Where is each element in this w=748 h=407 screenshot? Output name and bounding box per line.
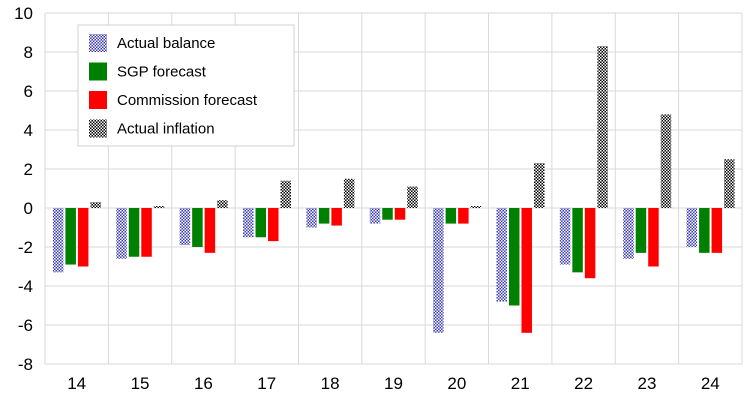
bar-sgp-forecast-20 [445, 208, 457, 224]
y-tick-label: 4 [24, 121, 33, 140]
bar-sgp-forecast-21 [508, 208, 520, 306]
bar-commission-forecast-17 [268, 208, 279, 242]
bar-actual-balance-17 [243, 208, 254, 238]
bar-actual-inflation-14 [90, 202, 101, 208]
bar-commission-forecast-15 [141, 208, 152, 257]
bar-actual-inflation-16 [217, 200, 228, 208]
bars [52, 46, 735, 333]
bar-actual-balance-16 [179, 208, 191, 246]
bar-sgp-forecast-17 [255, 208, 267, 238]
x-tick-label: 24 [701, 374, 720, 393]
y-tick-label: 10 [14, 4, 33, 23]
y-tick-label: 8 [24, 43, 33, 62]
bar-actual-inflation-21 [533, 163, 545, 208]
legend-swatch [89, 119, 107, 138]
bar-sgp-forecast-23 [635, 208, 647, 253]
bar-actual-inflation-15 [153, 206, 165, 208]
bar-sgp-forecast-24 [699, 208, 710, 253]
y-tick-label: 0 [24, 199, 33, 218]
bar-actual-balance-21 [496, 208, 507, 302]
bar-actual-inflation-19 [407, 186, 418, 208]
legend-label: SGP forecast [117, 64, 207, 81]
x-tick-label: 17 [257, 374, 276, 393]
legend-swatch [89, 91, 107, 109]
bar-actual-balance-22 [559, 208, 571, 265]
bar-actual-inflation-20 [470, 206, 482, 208]
legend: Actual balance SGP forecast Commission for… [77, 24, 295, 147]
y-axis-ticks: -8 -6 -4 -2 0 2 4 6 8 10 [14, 4, 33, 374]
bar-sgp-forecast-16 [192, 208, 203, 247]
bar-actual-balance-15 [116, 208, 127, 259]
bar-actual-balance-23 [623, 208, 634, 259]
y-tick-label: -6 [18, 316, 33, 335]
bar-commission-forecast-23 [648, 208, 659, 267]
x-tick-label: 19 [384, 374, 403, 393]
bar-sgp-forecast-22 [572, 208, 583, 273]
bar-actual-inflation-17 [280, 180, 292, 208]
bar-sgp-forecast-19 [382, 208, 393, 220]
bar-commission-forecast-16 [204, 208, 216, 253]
bar-actual-inflation-22 [597, 46, 608, 209]
x-tick-label: 23 [637, 374, 656, 393]
bar-sgp-forecast-15 [128, 208, 140, 257]
x-tick-label: 15 [131, 374, 150, 393]
bar-sgp-forecast-18 [318, 208, 330, 224]
legend-swatch [89, 34, 107, 52]
bar-commission-forecast-24 [711, 208, 723, 253]
x-tick-label: 21 [511, 374, 530, 393]
bar-sgp-forecast-14 [65, 208, 76, 265]
bar-commission-forecast-18 [331, 208, 342, 226]
bar-actual-balance-24 [686, 208, 698, 247]
y-tick-label: 6 [24, 82, 33, 101]
bar-actual-inflation-18 [343, 178, 355, 208]
y-tick-label: 2 [24, 160, 33, 179]
bar-actual-balance-20 [433, 208, 444, 333]
bar-commission-forecast-14 [77, 208, 89, 267]
legend-box [77, 24, 295, 147]
legend-label: Actual inflation [117, 121, 215, 138]
legend-label: Actual balance [117, 35, 215, 52]
y-tick-label: -8 [18, 355, 33, 374]
bar-commission-forecast-20 [458, 208, 469, 224]
x-tick-label: 16 [194, 374, 213, 393]
x-tick-label: 22 [574, 374, 593, 393]
y-tick-label: -2 [18, 238, 33, 257]
bar-actual-balance-19 [369, 208, 381, 224]
bar-commission-forecast-21 [521, 208, 532, 333]
x-tick-label: 18 [321, 374, 340, 393]
x-tick-label: 14 [67, 374, 86, 393]
bar-actual-balance-14 [52, 208, 64, 273]
bar-commission-forecast-19 [394, 208, 406, 220]
x-tick-label: 20 [447, 374, 466, 393]
legend-label: Commission forecast [117, 92, 258, 109]
x-axis-ticks: 14 15 16 17 18 19 20 21 22 23 24 [67, 374, 720, 393]
legend-swatch [89, 62, 107, 81]
y-tick-label: -4 [18, 277, 33, 296]
bar-actual-balance-18 [306, 208, 317, 228]
bar-actual-inflation-24 [724, 159, 735, 208]
bar-actual-inflation-23 [660, 114, 672, 208]
bar-commission-forecast-22 [584, 208, 596, 279]
